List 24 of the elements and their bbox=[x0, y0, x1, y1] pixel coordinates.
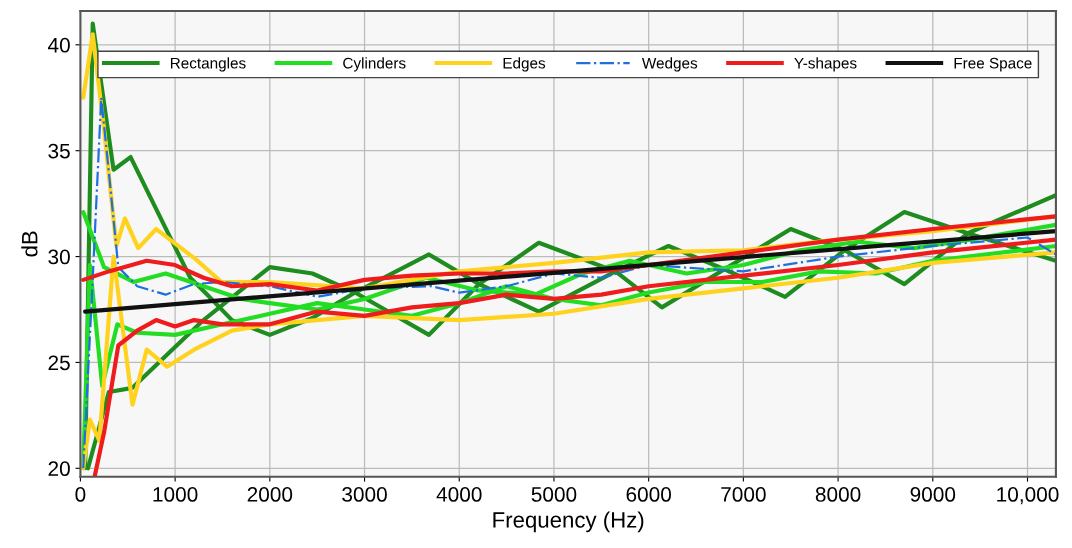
x-tick-label: 3000 bbox=[342, 487, 387, 502]
x-axis-title: Frequency (Hz) bbox=[493, 511, 644, 533]
legend-label: Cylinders bbox=[343, 57, 406, 72]
y-tick-label: 40 bbox=[47, 37, 70, 53]
x-tick-label: 2000 bbox=[247, 487, 293, 502]
legend-label: Rectangles bbox=[170, 57, 246, 72]
y-tick-label: 30 bbox=[48, 249, 70, 265]
x-tick-label: 7000 bbox=[721, 487, 766, 502]
x-tick-label: 10,000 bbox=[997, 487, 1059, 505]
x-tick-label: 0 bbox=[75, 487, 86, 502]
x-tick-label: 9000 bbox=[910, 487, 956, 502]
y-tick-label: 20 bbox=[48, 461, 70, 477]
x-tick-label: 6000 bbox=[626, 487, 672, 502]
x-tick-label: 1000 bbox=[153, 487, 198, 502]
y-tick-label: 35 bbox=[48, 143, 70, 159]
legend-label: Y-shapes bbox=[794, 57, 857, 72]
legend-label: Edges bbox=[503, 57, 546, 72]
y-tick-label: 25 bbox=[48, 355, 70, 371]
legend-label: Wedges bbox=[641, 57, 698, 72]
x-tick-label: 5000 bbox=[531, 487, 577, 502]
legend-label: Free Space bbox=[954, 57, 1032, 72]
x-tick-label: 8000 bbox=[815, 487, 861, 502]
x-tick-label: 4000 bbox=[436, 487, 482, 502]
y-axis-title: dB bbox=[21, 231, 38, 257]
